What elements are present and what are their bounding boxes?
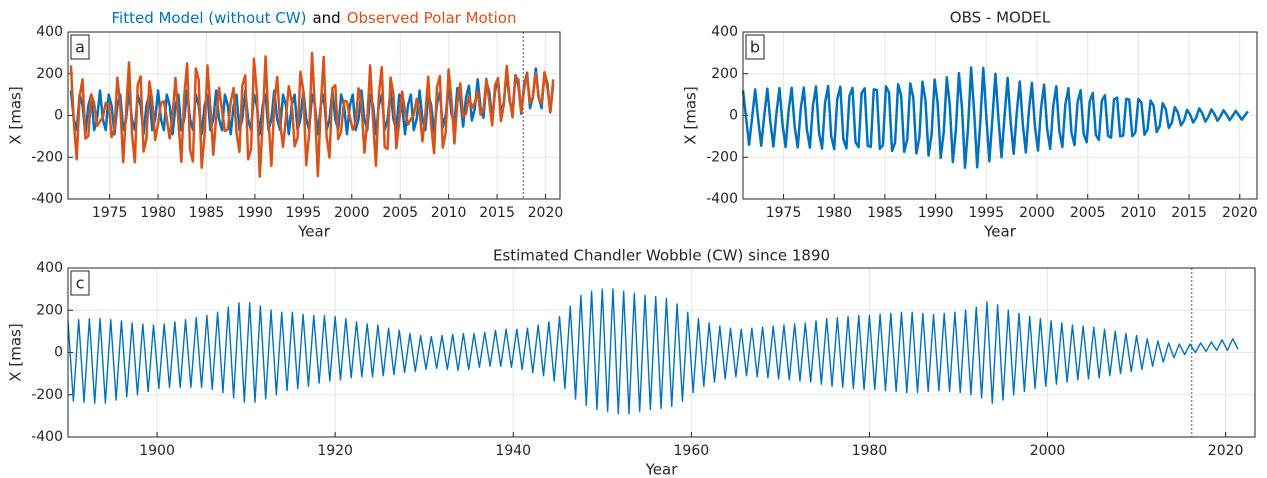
- y-axis-label: X [mas]: [7, 86, 25, 144]
- y-tick-label: -200: [31, 387, 63, 403]
- y-tick-label: 0: [54, 345, 63, 361]
- chart-title: OBS - MODEL: [950, 9, 1051, 27]
- y-tick-label: 0: [729, 108, 738, 124]
- x-tick-label: 2010: [431, 205, 467, 221]
- y-axis-label: X [mas]: [682, 86, 700, 144]
- x-tick-label: 1995: [968, 205, 1004, 221]
- y-tick-label: 0: [54, 108, 63, 124]
- axes-box: [742, 31, 1258, 200]
- x-tick-label: 2000: [1019, 205, 1055, 221]
- y-axis-label: X [mas]: [7, 323, 25, 381]
- chart-title: Fitted Model (without CW) and Observed Pol…: [112, 9, 517, 27]
- panel-label-box: [745, 34, 765, 60]
- panel-label: b: [750, 38, 760, 57]
- chart-title: Estimated Chandler Wobble (CW) since 189…: [493, 247, 830, 265]
- panel-label: a: [75, 38, 85, 57]
- y-tick-label: -400: [31, 191, 63, 207]
- data-line: [69, 51, 555, 178]
- title-part: Observed Polar Motion: [347, 9, 517, 27]
- axes-box: [67, 267, 1256, 438]
- x-tick-label: 2005: [1070, 205, 1106, 221]
- y-tick-label: -400: [31, 429, 63, 445]
- x-tick-label: 1940: [495, 443, 531, 459]
- x-tick-label: 1980: [852, 443, 888, 459]
- x-tick-label: 1900: [139, 443, 175, 459]
- y-tick-label: -400: [706, 191, 738, 207]
- x-tick-label: 1985: [189, 205, 225, 221]
- y-tick-label: -200: [706, 149, 738, 165]
- x-tick-label: 1975: [92, 205, 128, 221]
- x-tick-label: 1960: [674, 443, 710, 459]
- y-tick-label: 400: [36, 24, 63, 40]
- x-tick-label: 2000: [1030, 443, 1066, 459]
- axes-box: [67, 31, 561, 200]
- x-tick-label: 2005: [382, 205, 418, 221]
- panel-label-box: [70, 270, 90, 296]
- x-tick-label: 2020: [1222, 205, 1258, 221]
- x-axis-label: Year: [645, 461, 679, 478]
- x-tick-label: 2020: [1208, 443, 1244, 459]
- x-tick-label: 1920: [317, 443, 353, 459]
- y-tick-label: 200: [36, 66, 63, 82]
- panel-label-box: [70, 34, 90, 60]
- x-tick-label: 1975: [766, 205, 802, 221]
- panel-label: c: [76, 274, 85, 293]
- x-tick-label: 2015: [479, 205, 515, 221]
- x-tick-label: 1980: [816, 205, 852, 221]
- x-axis-label: Year: [297, 223, 331, 241]
- x-axis-label: Year: [983, 223, 1017, 241]
- y-tick-label: 400: [711, 24, 738, 40]
- y-tick-label: 400: [36, 260, 63, 276]
- x-tick-label: 1980: [140, 205, 176, 221]
- x-tick-label: 2000: [334, 205, 370, 221]
- x-tick-label: 2015: [1171, 205, 1207, 221]
- title-part: Fitted Model (without CW): [112, 9, 307, 27]
- title-part: and: [312, 9, 340, 27]
- x-tick-label: 1990: [918, 205, 954, 221]
- x-tick-label: 1995: [286, 205, 322, 221]
- x-tick-label: 2020: [528, 205, 564, 221]
- x-tick-label: 1985: [867, 205, 903, 221]
- x-tick-label: 1990: [237, 205, 273, 221]
- data-line: [67, 288, 1239, 415]
- y-tick-label: 200: [711, 66, 738, 82]
- x-tick-label: 2010: [1121, 205, 1157, 221]
- y-tick-label: 200: [36, 302, 63, 318]
- data-line: [741, 66, 1249, 169]
- data-line: [69, 67, 555, 136]
- y-tick-label: -200: [31, 149, 63, 165]
